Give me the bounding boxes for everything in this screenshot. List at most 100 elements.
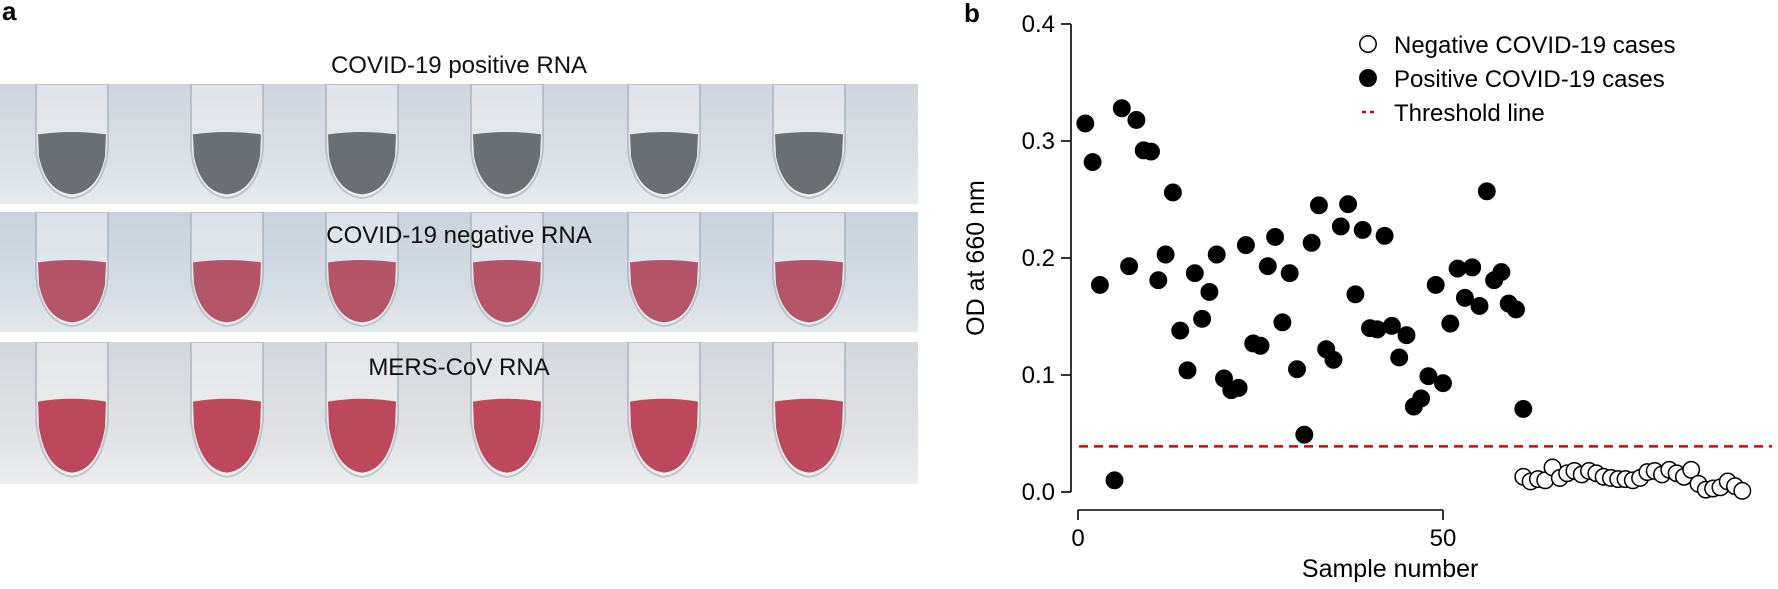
- panel-a-label: a: [2, 0, 17, 26]
- legend-label-threshold: Threshold line: [1394, 100, 1545, 127]
- x-axis-label: Sample number: [1302, 555, 1478, 583]
- tube-liquid: [38, 398, 106, 473]
- y-tick-label: 0.2: [1022, 245, 1055, 272]
- tube-liquid: [193, 132, 261, 195]
- tube: [325, 84, 399, 200]
- tube: [190, 212, 264, 328]
- positive-case-point: [1492, 263, 1511, 281]
- tube-liquid: [328, 260, 396, 323]
- tube-liquid: [38, 132, 106, 195]
- positive-case-point: [1470, 297, 1489, 315]
- y-tick-label: 0.4: [1022, 11, 1055, 38]
- photo-strip-negative: [0, 212, 918, 332]
- positive-case-point: [1346, 285, 1365, 304]
- positive-case-point: [1229, 378, 1248, 397]
- positive-case-point: [1207, 245, 1226, 264]
- tube: [35, 342, 109, 478]
- positive-case-point: [1149, 271, 1168, 290]
- panel-b-label: b: [964, 0, 980, 28]
- legend-marker-positive: [1359, 69, 1377, 87]
- photo-strip-positive: [0, 84, 918, 204]
- strip-title-positive: COVID-19 positive RNA: [330, 52, 588, 79]
- positive-case-point: [1142, 142, 1160, 161]
- positive-case-point: [1105, 471, 1124, 490]
- positive-case-point: [1288, 360, 1306, 379]
- legend-label-positive: Positive COVID-19 cases: [1394, 66, 1665, 93]
- tube-liquid: [775, 398, 843, 473]
- tube-liquid: [473, 132, 541, 195]
- positive-case-point: [1324, 350, 1343, 369]
- positive-case-point: [1156, 245, 1175, 264]
- positive-case-point: [1163, 183, 1182, 202]
- positive-case-point: [1302, 233, 1321, 252]
- y-axis-label: OD at 660 nm: [962, 180, 990, 336]
- strip-title-mers: MERS-CoV RNA: [368, 354, 550, 381]
- x-tick-label: 0: [1071, 525, 1084, 552]
- positive-case-point: [1112, 99, 1131, 118]
- positive-case-point: [1339, 195, 1358, 214]
- positive-case-point: [1309, 196, 1328, 215]
- positive-case-point: [1434, 374, 1452, 393]
- positive-case-point: [1200, 282, 1219, 301]
- legend-label-negative: Negative COVID-19 cases: [1394, 32, 1675, 59]
- tube: [470, 212, 544, 328]
- tube-liquid: [328, 132, 396, 195]
- chart-legend: Negative COVID-19 cases Positive COVID-1…: [1359, 32, 1675, 127]
- positive-case-point: [1120, 257, 1139, 276]
- strip-title-negative: COVID-19 negative RNA: [326, 222, 592, 249]
- positive-case-point: [1507, 300, 1525, 319]
- negative-case-point: [1733, 481, 1752, 500]
- photo-strip-mers: [0, 342, 918, 484]
- chart-points: [1076, 99, 1752, 500]
- tube: [470, 84, 544, 200]
- tube-liquid: [473, 398, 541, 473]
- legend-marker-negative: [1359, 35, 1377, 53]
- tube-liquid: [630, 260, 698, 323]
- positive-case-point: [1412, 389, 1431, 408]
- positive-case-point: [1390, 348, 1409, 367]
- positive-case-point: [1090, 275, 1109, 294]
- tube-liquid: [193, 260, 261, 323]
- positive-case-point: [1441, 314, 1460, 333]
- tube-liquid: [630, 398, 698, 473]
- tube: [35, 84, 109, 200]
- positive-case-point: [1463, 258, 1482, 277]
- chart-axes: 0.0 0.1 0.2 0.3 0.4 0 50: [1022, 11, 1457, 552]
- positive-case-point: [1171, 321, 1190, 340]
- positive-case-point: [1426, 275, 1445, 294]
- positive-case-point: [1295, 425, 1314, 444]
- negative-case-point: [1682, 460, 1701, 479]
- tube: [627, 342, 701, 478]
- positive-case-point: [1251, 336, 1270, 355]
- tube-liquid: [328, 398, 396, 473]
- tube: [190, 342, 264, 478]
- tube: [190, 84, 264, 200]
- tube: [627, 84, 701, 200]
- positive-case-point: [1331, 217, 1350, 236]
- tube-liquid: [630, 132, 698, 195]
- positive-case-point: [1258, 257, 1277, 276]
- positive-case-point: [1477, 182, 1496, 201]
- x-tick-label: 50: [1430, 525, 1457, 552]
- tube-liquid: [193, 398, 261, 473]
- positive-case-point: [1178, 361, 1197, 380]
- positive-case-point: [1076, 114, 1095, 133]
- positive-case-point: [1236, 236, 1255, 255]
- positive-case-point: [1193, 309, 1212, 328]
- tubes-positive: [35, 84, 846, 200]
- positive-case-point: [1185, 264, 1204, 283]
- tube: [772, 342, 846, 478]
- y-tick-label: 0.1: [1022, 362, 1055, 389]
- tubes-negative: [35, 212, 846, 328]
- tube: [325, 212, 399, 328]
- positive-case-point: [1514, 399, 1533, 418]
- tube-liquid: [775, 260, 843, 323]
- tube-liquid: [473, 260, 541, 323]
- tube: [35, 212, 109, 328]
- positive-case-point: [1083, 153, 1102, 172]
- tube: [470, 342, 544, 478]
- positive-case-point: [1455, 288, 1474, 307]
- positive-case-point: [1127, 110, 1146, 129]
- positive-case-point: [1397, 326, 1416, 345]
